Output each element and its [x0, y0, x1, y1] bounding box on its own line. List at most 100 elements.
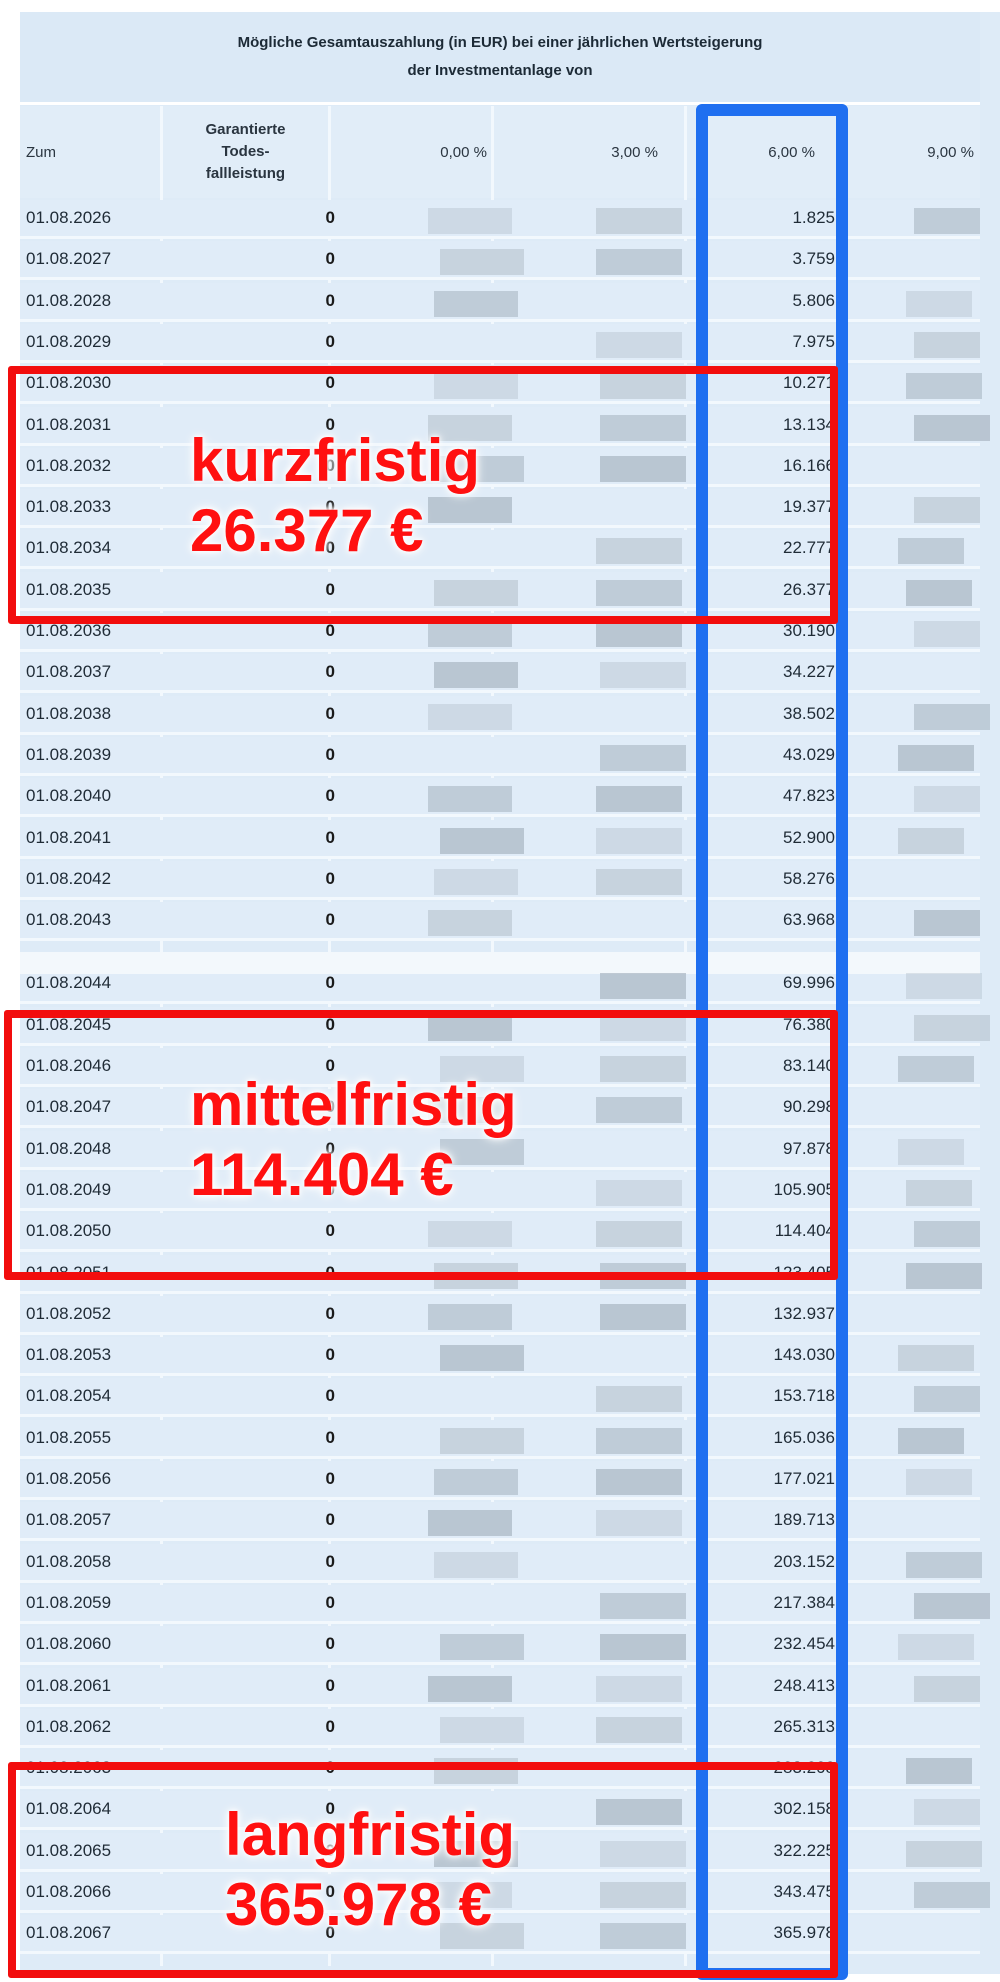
row-date: 01.08.2046	[26, 1056, 112, 1075]
pixelated-cell	[906, 1758, 972, 1785]
row-date: 01.08.2027	[26, 249, 112, 269]
row-guaranteed-benefit: 0	[325, 1345, 335, 1365]
header-rate-6: 6,00 %	[687, 106, 837, 198]
pixelated-cell	[898, 1056, 974, 1082]
pixelated-cell	[898, 744, 974, 771]
row-date: 01.08.2047	[26, 1097, 112, 1117]
row-guaranteed-benefit: 0	[325, 1014, 335, 1034]
pixelated-cell	[596, 1179, 682, 1206]
row-guaranteed-benefit: 0	[325, 1386, 335, 1406]
row-guaranteed-benefit: 0	[325, 579, 335, 599]
row-value-6-percent: 90.298	[783, 1097, 835, 1117]
pixelated-cell	[434, 290, 518, 317]
table-row: 01.08.2049 0 105.905	[20, 1171, 980, 1211]
header-garantie: Garantierte Todes- fallleistung	[163, 106, 328, 198]
table-title-line1: Mögliche Gesamtauszahlung (in EUR) bei e…	[237, 34, 763, 51]
row-date: 01.08.2059	[26, 1592, 112, 1612]
row-date: 01.08.2033	[26, 497, 112, 517]
short-term-callout: kurzfristig 26.377 €	[190, 426, 480, 566]
pixelated-cell	[428, 1221, 512, 1248]
pixelated-cell	[914, 1014, 990, 1041]
long-term-box	[8, 1762, 838, 1978]
pixelated-cell	[428, 1510, 512, 1537]
row-date: 01.08.2053	[26, 1345, 112, 1365]
row-date: 01.08.2066	[26, 1882, 112, 1901]
pixelated-cell	[434, 373, 518, 400]
pixelated-cell	[600, 1014, 686, 1041]
pixelated-cell	[428, 703, 512, 730]
table-row: 01.08.2042 0 58.276	[20, 860, 980, 900]
pixelated-cell	[914, 208, 980, 234]
row-guaranteed-benefit: 0	[325, 538, 335, 558]
row-date: 01.08.2028	[26, 290, 112, 310]
pixelated-cell	[600, 744, 686, 771]
row-guaranteed-benefit: 0	[325, 1179, 335, 1199]
row-date: 01.08.2039	[26, 744, 112, 764]
row-guaranteed-benefit: 0	[325, 249, 335, 269]
pixelated-cell	[600, 1056, 686, 1082]
table-row: 01.08.2031 0 13.134	[20, 406, 980, 446]
row-guaranteed-benefit: 0	[325, 662, 335, 682]
row-guaranteed-benefit: 0	[325, 331, 335, 351]
row-guaranteed-benefit: 0	[325, 497, 335, 517]
row-date: 01.08.2060	[26, 1634, 112, 1654]
table-row: 01.08.2052 0 132.937	[20, 1295, 980, 1335]
header-rate-0: 0,00 %	[331, 106, 491, 198]
row-value-6-percent: 58.276	[783, 868, 835, 888]
table-row: 01.08.2046 0 83.140	[20, 1048, 980, 1087]
pixelated-cell	[906, 1179, 972, 1206]
mid-term-label: mittelfristig	[190, 1071, 517, 1138]
row-guaranteed-benefit: 0	[325, 1427, 335, 1447]
row-guaranteed-benefit: 0	[325, 455, 335, 475]
pixelated-cell	[434, 868, 518, 895]
pixelated-cell	[898, 1634, 974, 1661]
table-row: 01.08.2058 0 203.152	[20, 1543, 980, 1583]
pixelated-cell	[906, 1262, 982, 1289]
pixelated-cell	[596, 208, 682, 234]
row-date: 01.08.2045	[26, 1014, 112, 1034]
row-guaranteed-benefit: 0	[325, 910, 335, 930]
pixelated-cell	[898, 538, 964, 565]
pixelated-cell	[428, 1303, 512, 1330]
row-guaranteed-benefit: 0	[325, 1675, 335, 1695]
row-value-6-percent: 189.713	[773, 1510, 835, 1530]
row-guaranteed-benefit: 0	[325, 973, 335, 993]
row-date: 01.08.2067	[26, 1923, 112, 1943]
pixelated-cell	[434, 1840, 518, 1867]
row-date: 01.08.2036	[26, 621, 112, 640]
row-guaranteed-benefit: 0	[325, 621, 335, 640]
row-value-6-percent: 114.404	[774, 1221, 835, 1241]
pixelated-cell	[600, 1634, 686, 1661]
pixelated-cell	[914, 910, 980, 937]
row-value-6-percent: 47.823	[783, 786, 835, 806]
row-value-6-percent: 5.806	[792, 290, 835, 310]
pixelated-cell	[914, 414, 990, 441]
pixelated-cell	[434, 1469, 518, 1495]
pixelated-cell	[434, 662, 518, 689]
pixelated-cell	[428, 208, 512, 234]
table-row: 01.08.2066 0 343.475	[20, 1874, 980, 1913]
table-row: 01.08.2026 0 1.825	[20, 200, 980, 239]
pixelated-cell	[914, 1592, 990, 1619]
pixelated-cell	[906, 290, 972, 317]
row-value-6-percent: 143.030	[773, 1345, 835, 1365]
pixelated-cell	[596, 1386, 682, 1413]
table-row: 01.08.2064 0 302.158	[20, 1791, 980, 1831]
row-value-6-percent: 83.140	[783, 1056, 835, 1075]
pixelated-cell	[906, 579, 972, 606]
pixelated-cell	[600, 414, 686, 441]
table-row: 01.08.2047 0 90.298	[20, 1089, 980, 1129]
row-value-6-percent: 232.454	[773, 1634, 835, 1654]
row-date: 01.08.2026	[26, 208, 112, 227]
row-value-6-percent: 1.825	[792, 208, 835, 227]
pixelated-cell	[906, 1840, 982, 1867]
long-term-value: 365.978 €	[225, 1871, 492, 1938]
pixelated-cell	[596, 1097, 682, 1124]
header-garantie-line2: Todes-	[221, 143, 270, 160]
row-value-6-percent: 132.937	[773, 1303, 835, 1323]
row-guaranteed-benefit: 0	[325, 1303, 335, 1323]
pixelated-cell	[428, 910, 512, 937]
row-date: 01.08.2041	[26, 827, 112, 847]
pixelated-cell	[440, 1056, 524, 1082]
pixelated-cell	[596, 621, 682, 647]
